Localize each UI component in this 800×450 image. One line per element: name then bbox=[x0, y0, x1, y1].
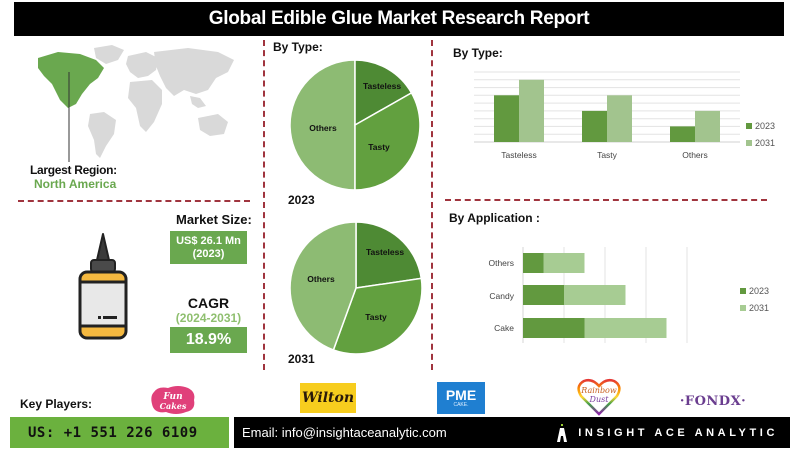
key-players-label: Key Players: bbox=[20, 397, 93, 411]
svg-text:2023: 2023 bbox=[755, 121, 775, 131]
market-size-box: US$ 26.1 Mn (2023) bbox=[170, 231, 247, 264]
svg-text:Rainbow: Rainbow bbox=[580, 386, 617, 395]
market-size-label: Market Size: bbox=[176, 212, 252, 227]
pie-2023-label-tasty: Tasty bbox=[368, 142, 390, 152]
largest-region-value: North America bbox=[34, 177, 117, 191]
pie-chart-2023: Tasteless Tasty Others bbox=[288, 58, 422, 192]
svg-text:Tasty: Tasty bbox=[597, 150, 618, 160]
pie-section-heading: By Type: bbox=[273, 40, 323, 54]
world-map bbox=[28, 42, 248, 162]
svg-text:2031: 2031 bbox=[749, 303, 769, 313]
logo-fun-cakes: Fun Cakes bbox=[148, 384, 198, 416]
phone-contact: US: +1 551 226 6109 bbox=[10, 417, 229, 448]
svg-text:Fun: Fun bbox=[162, 392, 182, 402]
application-bar-chart: Others Candy Cake 2023 2031 bbox=[470, 243, 790, 348]
pie-2031-label-tasteless: Tasteless bbox=[366, 247, 404, 257]
pie-2031-year: 2031 bbox=[288, 352, 315, 366]
brand: INSIGHT ACE ANALYTIC bbox=[556, 423, 778, 442]
svg-text:Candy: Candy bbox=[489, 291, 514, 301]
brand-name: INSIGHT ACE ANALYTIC bbox=[578, 426, 778, 439]
pie-2023-label-tasteless: Tasteless bbox=[363, 81, 401, 91]
svg-text:Cakes: Cakes bbox=[160, 401, 187, 411]
insight-ace-logo-icon bbox=[557, 423, 568, 442]
svg-text:Others: Others bbox=[682, 150, 708, 160]
type-bar-chart: Tasteless Tasty Others 2023 2031 bbox=[470, 66, 790, 166]
largest-region: Largest Region: North America bbox=[30, 163, 150, 191]
phone-number: US: +1 551 226 6109 bbox=[28, 424, 198, 441]
application-bar-heading: By Application : bbox=[449, 211, 540, 225]
pie-chart-2031: Tasteless Tasty Others bbox=[288, 220, 424, 356]
svg-text:Dust: Dust bbox=[589, 395, 610, 404]
page-title: Global Edible Glue Market Research Repor… bbox=[208, 8, 590, 29]
largest-region-label: Largest Region: bbox=[30, 163, 117, 177]
cagr-value: 18.9% bbox=[185, 331, 232, 348]
market-size-value: US$ 26.1 Mn bbox=[176, 234, 241, 247]
title-bar: Global Edible Glue Market Research Repor… bbox=[14, 2, 784, 36]
pie-2023-year: 2023 bbox=[288, 193, 315, 207]
type-bar-heading: By Type: bbox=[453, 46, 503, 60]
cagr-label: CAGR bbox=[187, 295, 230, 311]
cagr-value-box: 18.9% bbox=[170, 327, 247, 353]
contact-bar: Email: info@insightaceanalytic.com INSIG… bbox=[234, 417, 790, 448]
horizontal-divider-left bbox=[18, 200, 250, 202]
svg-text:2031: 2031 bbox=[755, 138, 775, 148]
svg-text:Others: Others bbox=[488, 258, 514, 268]
logo-rainbow-dust: Rainbow Dust bbox=[576, 378, 622, 416]
svg-text:2023: 2023 bbox=[749, 286, 769, 296]
email-address[interactable]: Email: info@insightaceanalytic.com bbox=[242, 425, 447, 440]
cagr-period: (2024-2031) bbox=[175, 311, 242, 325]
pie-2031-label-others: Others bbox=[307, 274, 335, 284]
vertical-divider-left bbox=[263, 40, 265, 370]
logo-fondx: ·FONDX· bbox=[679, 393, 747, 409]
market-size-year: (2023) bbox=[192, 247, 225, 260]
pie-2023-label-others: Others bbox=[309, 123, 337, 133]
vertical-divider-right bbox=[431, 40, 433, 370]
pie-2031-label-tasty: Tasty bbox=[365, 312, 387, 322]
svg-text:Tasteless: Tasteless bbox=[501, 150, 536, 160]
logo-pme-cake: PME CAKE. bbox=[437, 382, 485, 414]
svg-text:Cake: Cake bbox=[494, 323, 514, 333]
horizontal-divider-right bbox=[445, 199, 767, 201]
logo-wilton: Wilton bbox=[300, 383, 356, 413]
glue-bottle-icon bbox=[76, 232, 130, 340]
